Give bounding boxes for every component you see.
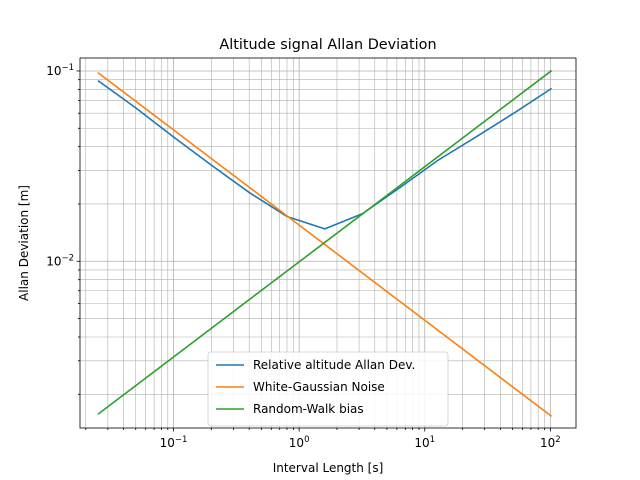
- series-lines: [97, 69, 553, 418]
- legend-box: [207, 351, 449, 427]
- x-tick-label: 102: [540, 435, 561, 450]
- x-tick-label: 101: [414, 435, 435, 450]
- y-axis-label: Allan Deviation [m]: [17, 185, 31, 301]
- y-tick-label: 10−1: [46, 63, 74, 78]
- axis-ticks: 10−1 100 101 102 10−2 10−1: [46, 63, 561, 450]
- series-line-1: [97, 79, 553, 230]
- axes-frame: [79, 57, 577, 429]
- x-tick-label: 100: [289, 435, 310, 450]
- series-line-2: [97, 72, 553, 418]
- legend: Relative altitude Allan Dev. White-Gaussi…: [207, 351, 449, 427]
- chart-title: Altitude signal Allan Deviation: [219, 37, 436, 53]
- x-tick-label: 10−1: [160, 435, 188, 450]
- series-line-3: [97, 69, 553, 415]
- y-tick-label: 10−2: [46, 253, 74, 268]
- x-axis-label: Interval Length [s]: [273, 461, 384, 475]
- legend-label-3: Random-Walk bias: [253, 402, 364, 416]
- legend-label-2: White-Gaussian Noise: [253, 380, 385, 394]
- legend-label-1: Relative altitude Allan Dev.: [253, 358, 415, 372]
